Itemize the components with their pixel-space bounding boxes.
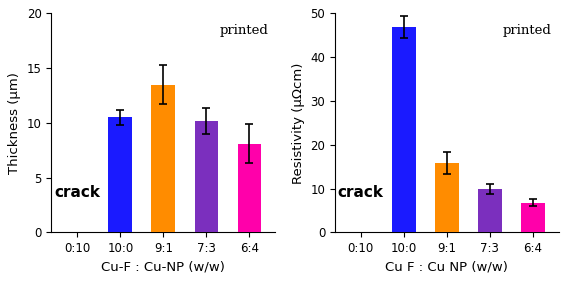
- Bar: [392, 27, 416, 232]
- Bar: [521, 202, 545, 232]
- Y-axis label: Resistivity (μΩcm): Resistivity (μΩcm): [292, 62, 305, 184]
- Text: printed: printed: [503, 24, 552, 37]
- X-axis label: Cu-F : Cu-NP (w/w): Cu-F : Cu-NP (w/w): [101, 261, 225, 274]
- X-axis label: Cu F : Cu NP (w/w): Cu F : Cu NP (w/w): [386, 261, 508, 274]
- Text: crack: crack: [338, 186, 384, 201]
- Bar: [108, 117, 132, 232]
- Y-axis label: Thickness (μm): Thickness (μm): [9, 72, 22, 174]
- Text: printed: printed: [219, 24, 268, 37]
- Bar: [194, 121, 218, 232]
- Text: crack: crack: [54, 186, 100, 201]
- Bar: [238, 144, 261, 232]
- Bar: [435, 163, 459, 232]
- Bar: [478, 189, 502, 232]
- Bar: [151, 85, 175, 232]
